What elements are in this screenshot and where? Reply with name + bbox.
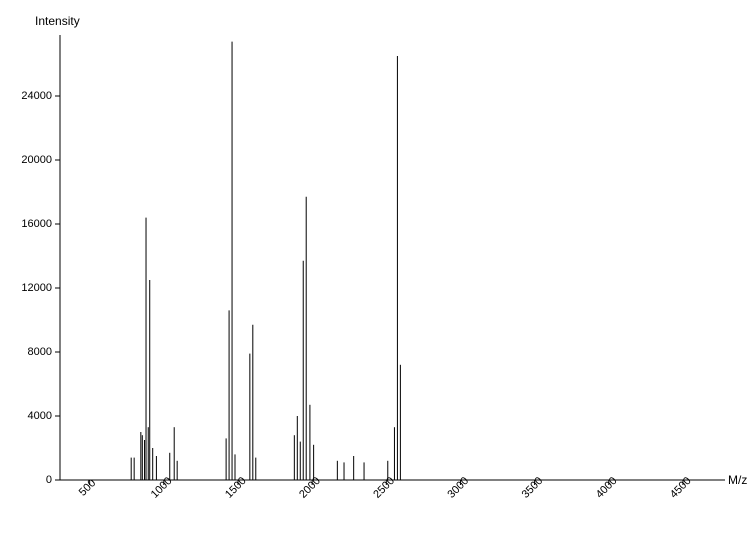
y-tick-label: 20000 [21,154,52,166]
chart-container: 0400080001200016000200002400050010001500… [0,0,750,540]
y-tick-label: 16000 [21,218,52,230]
y-tick-label: 0 [46,474,52,486]
y-tick-label: 12000 [21,282,52,294]
y-tick-label: 24000 [21,90,52,102]
y-axis-title: Intensity [35,14,80,28]
y-tick-label: 8000 [28,346,52,358]
mass-spectrum-chart: 0400080001200016000200002400050010001500… [0,0,750,540]
plot-background [0,0,750,540]
y-tick-label: 4000 [28,410,52,422]
x-axis-title: M/z [728,473,747,487]
